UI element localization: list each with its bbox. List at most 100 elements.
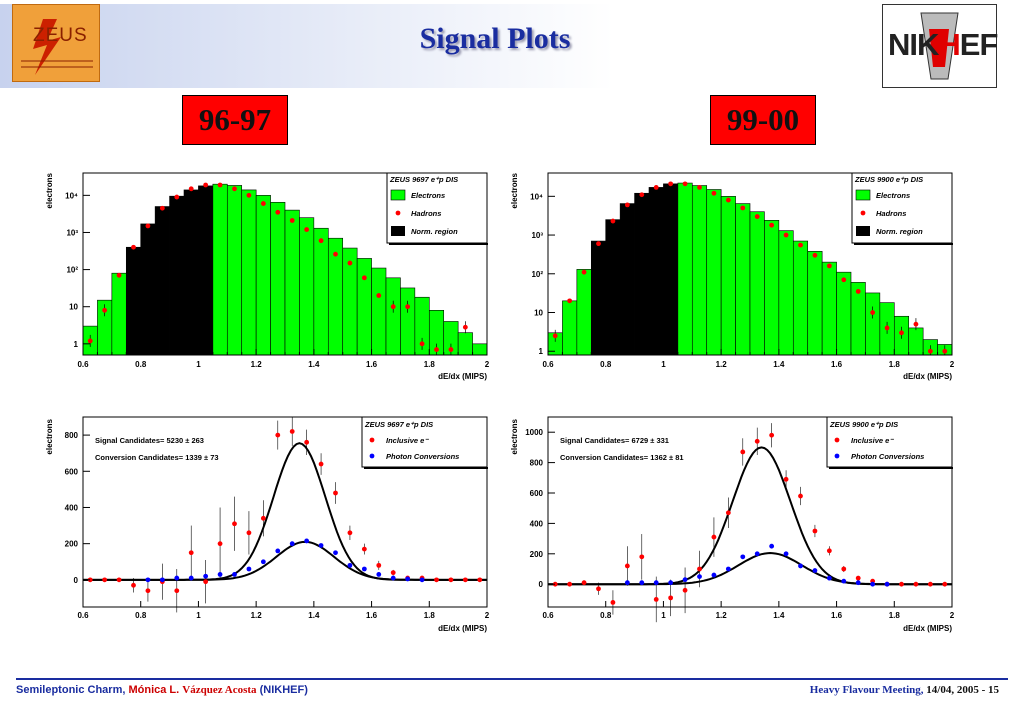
histogram-bar — [313, 227, 329, 356]
histogram-bar — [226, 185, 243, 356]
legend-swatch-electrons — [855, 189, 871, 201]
inclusive-point — [754, 438, 760, 444]
hadron-point — [624, 202, 630, 208]
legend-swatch-norm — [391, 226, 405, 236]
inclusive-point — [826, 548, 832, 554]
photon-point — [826, 575, 832, 581]
zeus-lightning-icon — [21, 19, 93, 75]
inclusive-point — [174, 588, 180, 594]
hadron-point — [448, 347, 454, 352]
inclusive-point — [927, 581, 933, 587]
histogram-bar — [792, 240, 809, 356]
inclusive-point — [102, 577, 108, 583]
histogram-bar — [183, 189, 199, 356]
histogram-bar — [270, 201, 286, 356]
hadron-point — [347, 260, 353, 266]
histogram-bar — [472, 343, 488, 356]
hadron-point — [697, 184, 702, 190]
histogram-bar — [749, 211, 765, 356]
inclusive-point — [596, 586, 601, 592]
x-tick-label: 1.2 — [251, 611, 263, 620]
inclusive-point — [448, 577, 454, 583]
photon-point — [203, 573, 209, 579]
plot-frame — [82, 416, 488, 608]
x-tick-label: 0.6 — [542, 611, 554, 620]
histogram-bar — [663, 183, 679, 356]
inclusive-point — [711, 534, 717, 540]
y-tick-label: 10 — [69, 303, 78, 312]
hadron-point — [567, 298, 573, 304]
histogram-bar — [284, 209, 300, 356]
legend-swatch-electrons — [390, 189, 406, 201]
y-tick-label: 200 — [530, 550, 544, 559]
legend-title: ZEUS 9697 e⁺p DIS — [364, 420, 433, 429]
histogram-bar — [371, 267, 387, 356]
histogram-bar — [605, 219, 621, 356]
y-tick-label: 400 — [65, 503, 79, 512]
photon-point — [653, 580, 659, 586]
inclusive-point — [581, 580, 587, 586]
hadron-point — [260, 201, 266, 206]
inclusive-point — [798, 493, 803, 499]
x-tick-label: 1.8 — [889, 611, 901, 620]
x-tick-label: 1.4 — [308, 611, 320, 620]
inclusive-point — [87, 577, 93, 583]
photon-point — [318, 543, 324, 548]
histogram-bar — [562, 300, 578, 356]
y-tick-label: 1 — [74, 340, 79, 349]
inclusive-point — [639, 554, 645, 560]
inclusive-point — [942, 581, 948, 587]
legend-title: ZEUS 9900 e⁺p DIS — [854, 175, 923, 184]
legend-label: Inclusive e⁻ — [386, 436, 429, 445]
hadron-point — [462, 324, 468, 330]
inclusive-point — [769, 432, 775, 438]
inclusive-point — [855, 575, 861, 581]
histogram-bar — [299, 217, 315, 356]
x-tick-label: 1.6 — [831, 611, 843, 620]
x-tick-label: 1 — [661, 360, 666, 369]
histogram-bar — [648, 187, 664, 356]
histogram-bar — [807, 251, 823, 356]
hadron-point — [145, 223, 151, 229]
inclusive-point — [188, 550, 194, 556]
x-tick-label: 2 — [950, 611, 955, 620]
histogram-bar — [198, 185, 214, 356]
legend-swatch-photon — [834, 453, 840, 459]
hadron-point — [203, 182, 209, 188]
photon-point — [697, 574, 702, 579]
footer-right: Heavy Flavour Meeting, 14/04, 2005 - 15 — [810, 684, 999, 696]
photon-point — [682, 577, 688, 583]
x-tick-label: 1.4 — [308, 360, 320, 369]
hadron-point — [740, 205, 746, 211]
footer-topic: Semileptonic Charm, — [16, 684, 126, 696]
header-band — [0, 4, 1023, 88]
hadron-point — [682, 181, 688, 187]
y-tick-label: 800 — [65, 431, 79, 440]
inclusive-point — [668, 595, 674, 601]
y-tick-label: 1000 — [525, 428, 543, 437]
photon-point — [884, 581, 890, 587]
hadron-point — [390, 304, 396, 310]
histogram-bar — [677, 182, 693, 356]
y-tick-label: 600 — [65, 467, 79, 476]
photon-point — [217, 572, 223, 577]
x-tick-label: 1.2 — [716, 611, 728, 620]
nikhef-logo-text: NIKHEF — [888, 27, 998, 62]
y-tick-label: 10² — [66, 266, 78, 275]
x-tick-label: 2 — [485, 611, 490, 620]
inclusive-point — [145, 588, 151, 594]
photon-point — [361, 566, 367, 572]
x-axis-label: dE/dx (MIPS) — [903, 624, 952, 633]
legend-label: Electrons — [876, 191, 910, 200]
hadron-point — [855, 289, 861, 294]
inclusive-point — [318, 461, 324, 467]
inclusive-point — [567, 581, 573, 587]
fit-curve-conversions — [83, 540, 487, 581]
x-tick-label: 0.8 — [600, 611, 612, 620]
hadron-point — [232, 186, 237, 192]
photon-point — [668, 580, 674, 586]
photon-point — [855, 580, 861, 586]
hadron-point — [826, 263, 832, 269]
photon-point — [347, 562, 353, 568]
histogram-bar — [457, 332, 473, 356]
